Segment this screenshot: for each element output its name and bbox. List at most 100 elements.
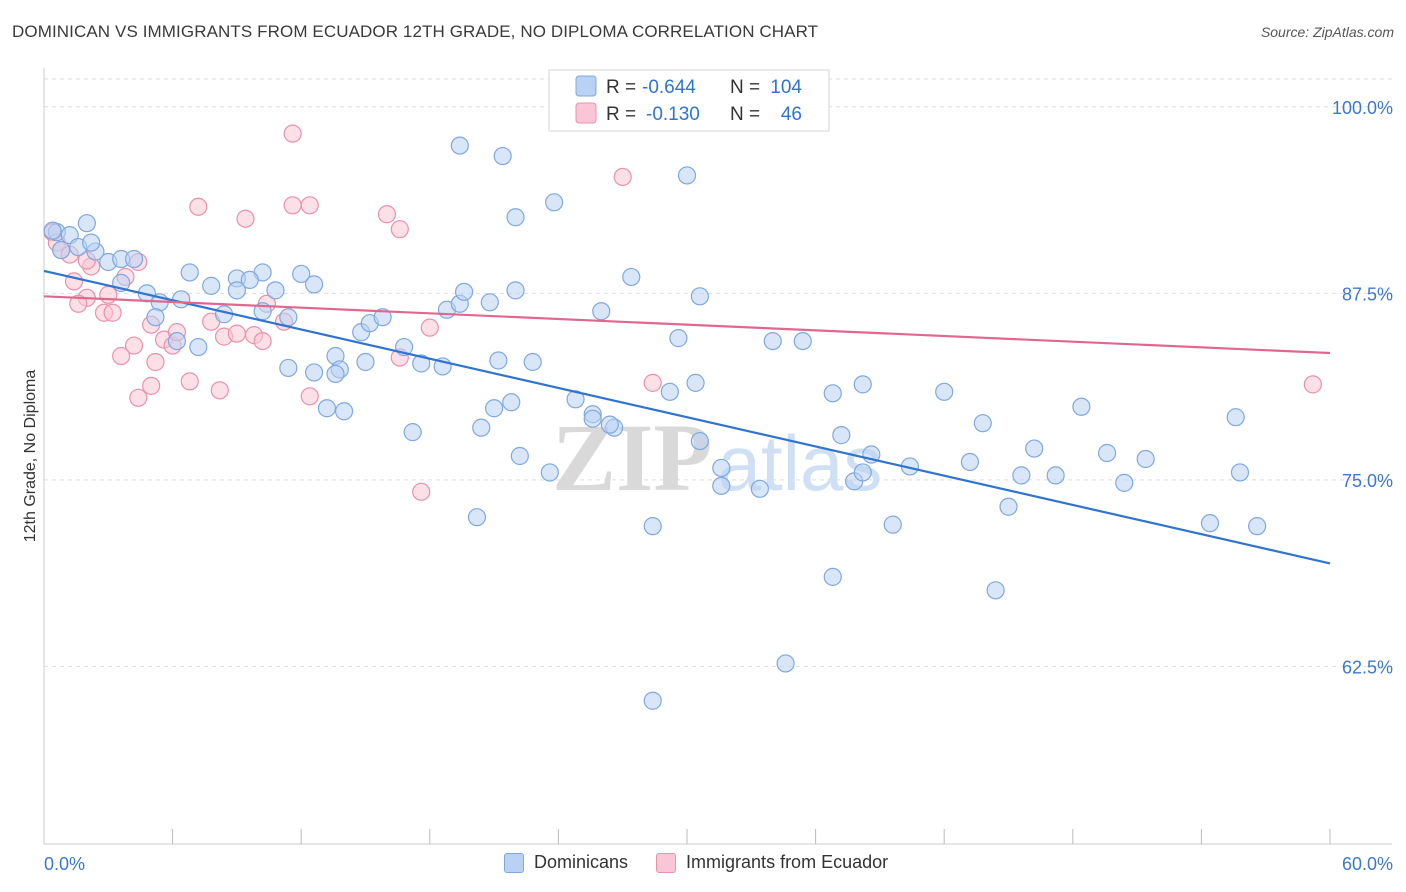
dominicans-point: [600, 415, 619, 434]
stats-r-label-blue: R =: [606, 77, 636, 98]
ecuador-point: [412, 482, 431, 501]
dominicans-point: [643, 517, 662, 536]
dominicans-point: [82, 233, 101, 252]
dominicans-point: [643, 691, 662, 710]
stats-n-value-blue: 104: [770, 77, 802, 98]
legend-label-ecuador: Immigrants from Ecuador: [686, 852, 889, 872]
dominicans-point: [853, 463, 872, 482]
y-tick-label: 62.5%: [1342, 657, 1393, 677]
dominicans-point: [1097, 443, 1117, 463]
dominicans-point: [489, 351, 508, 370]
dominicans-point: [279, 308, 298, 327]
dominicans-point: [480, 293, 499, 312]
dominicans-point: [454, 282, 474, 301]
stats-n-label-pink: N =: [730, 104, 760, 125]
ecuador-point: [300, 387, 319, 406]
dominicans-point: [279, 358, 298, 378]
dominicans-point: [317, 399, 337, 418]
ecuador-point: [283, 196, 302, 215]
stats-swatch-pink: [575, 102, 597, 124]
dominicans-point: [1072, 397, 1091, 416]
dominicans-point: [52, 240, 71, 260]
dominicans-point: [622, 267, 641, 287]
dominicans-trend-line: [43, 269, 1331, 565]
ecuador-point: [283, 124, 302, 143]
stats-r-value-blue: -0.644: [642, 77, 696, 98]
ecuador-point: [227, 324, 246, 343]
dominicans-point: [712, 458, 731, 478]
dominicans-point: [506, 208, 525, 227]
dominicans-point: [677, 166, 697, 185]
grid-lines: [44, 78, 1392, 667]
dominicans-point: [124, 249, 144, 269]
dominicans-point: [823, 384, 842, 403]
dominicans-point: [172, 290, 191, 309]
ecuador-point: [129, 388, 148, 407]
x-tick-label-max: 60.0%: [1342, 854, 1393, 874]
dominicans-point: [1025, 439, 1044, 458]
dominicans-point: [304, 275, 324, 294]
dominicans-point: [592, 302, 611, 321]
dominicans-point: [167, 331, 186, 351]
ecuador-point: [1303, 375, 1322, 394]
dominicans-point: [686, 373, 705, 392]
legend-label-dominicans: Dominicans: [534, 852, 629, 872]
watermark-atlas: atlas: [718, 419, 883, 507]
dominicans-point: [935, 382, 954, 401]
legend-swatch-dominicans: [504, 852, 524, 873]
ecuador-point: [189, 197, 208, 216]
dominicans-point: [1046, 466, 1065, 485]
dominicans-point: [750, 479, 769, 498]
stats-n-value-pink: 46: [781, 104, 802, 125]
dominicans-point: [403, 423, 422, 442]
ecuador-point: [210, 381, 229, 400]
dominicans-point: [326, 364, 345, 384]
ecuador-point: [236, 209, 255, 228]
dominicans-point: [823, 567, 842, 586]
dominicans-point: [373, 308, 392, 327]
trend-lines: [43, 269, 1331, 565]
dominicans-point: [506, 281, 525, 300]
ecuador-point: [99, 285, 118, 304]
series-legend: Dominicans Immigrants from Ecuador: [504, 852, 916, 873]
dominicans-point: [883, 515, 902, 534]
dominicans-point: [1012, 466, 1031, 485]
dominicans-point: [189, 337, 208, 357]
dominicans-point: [180, 263, 199, 282]
stats-n-label-blue: N =: [730, 77, 760, 98]
dominicans-point: [472, 418, 491, 437]
ecuador-point: [613, 167, 632, 187]
dominicans-point: [545, 193, 564, 212]
tick-labels: 62.5% 75.0% 87.5% 100.0% 0.0% 60.0%: [44, 98, 1393, 874]
dominicans-point: [412, 354, 431, 373]
dominicans-point: [292, 264, 311, 284]
dominicans-point: [973, 414, 992, 433]
source-credit: Source: ZipAtlas.com: [1260, 24, 1394, 40]
dominicans-point: [502, 393, 521, 412]
dominicans-point: [510, 446, 529, 466]
dominicans-point: [304, 363, 324, 382]
dominicans-point: [1230, 463, 1250, 482]
ecuador-point: [300, 196, 319, 215]
ecuador-point: [69, 294, 88, 313]
ecuador-point: [103, 303, 122, 322]
dominicans-point: [450, 136, 469, 155]
dominicans-point: [356, 352, 375, 372]
legend-item-ecuador: Immigrants from Ecuador: [656, 852, 888, 873]
stats-swatch-blue: [575, 75, 597, 97]
ecuador-point: [124, 336, 144, 355]
dominicans-point: [43, 221, 62, 240]
watermark-zip: ZIP: [552, 404, 712, 511]
dominicans-point: [523, 352, 542, 372]
dominicans-point: [776, 654, 795, 673]
ecuador-point: [142, 376, 161, 395]
ecuador-point: [420, 318, 439, 337]
dominicans-point: [227, 281, 246, 300]
stats-r-value-pink: -0.130: [646, 104, 700, 125]
ecuador-point: [112, 346, 131, 366]
dominicans-point: [690, 431, 709, 451]
dominicans-point: [660, 382, 679, 401]
dominicans-point: [1115, 473, 1134, 492]
dominicans-point: [853, 375, 872, 394]
dominicans-point: [240, 270, 259, 290]
